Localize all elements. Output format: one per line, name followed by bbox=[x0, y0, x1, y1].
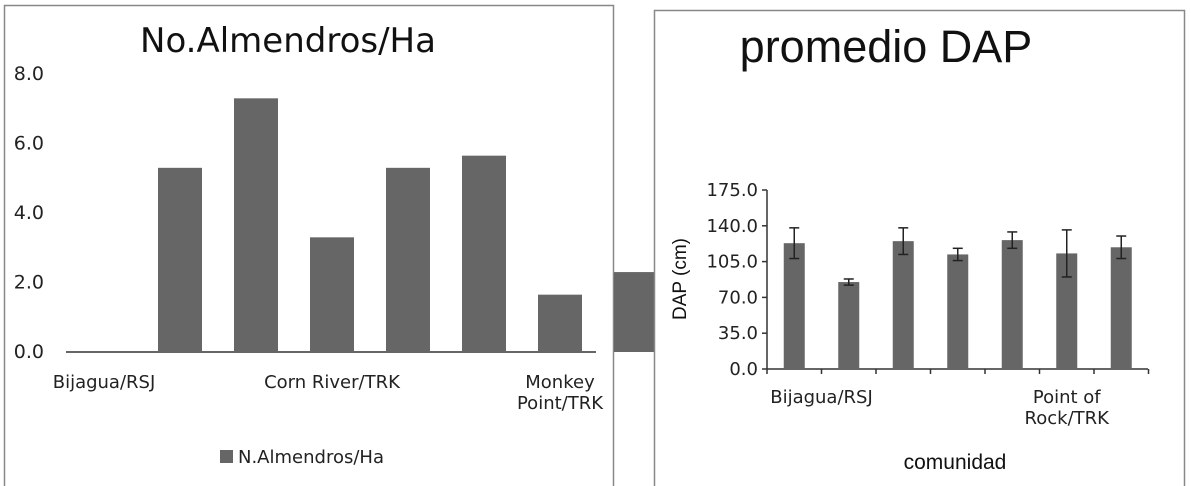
legend-swatch bbox=[220, 450, 233, 463]
legend-label: N.Almendros/Ha bbox=[238, 447, 384, 468]
x-tick-label: Point of Rock/TRK bbox=[1025, 387, 1111, 429]
bar bbox=[947, 254, 969, 369]
x-tick-label-line: Monkey bbox=[525, 372, 595, 393]
x-tick-label-line: Rock/TRK bbox=[1025, 408, 1111, 429]
chart-border bbox=[653, 9, 1186, 486]
bar bbox=[1001, 240, 1023, 369]
y-tick-label: 175.0 bbox=[706, 180, 758, 201]
bar bbox=[614, 272, 658, 352]
bar bbox=[158, 167, 202, 352]
y-tick-label: 140.0 bbox=[706, 216, 758, 237]
bar bbox=[538, 294, 582, 352]
y-tick-label: 6.0 bbox=[14, 133, 44, 155]
legend: N.Almendros/Ha bbox=[220, 447, 384, 468]
y-tick-label: 105.0 bbox=[706, 252, 758, 273]
error-bar bbox=[898, 227, 909, 256]
bar bbox=[386, 167, 430, 352]
bar bbox=[838, 282, 860, 369]
chart-title: No.Almendros/Ha bbox=[140, 21, 436, 61]
y-tick-label: 2.0 bbox=[14, 272, 44, 294]
bar bbox=[234, 98, 278, 352]
error-bar bbox=[952, 247, 963, 262]
y-axis-title: DAP (cm) bbox=[670, 238, 691, 320]
y-tick-label: 0.0 bbox=[729, 359, 758, 380]
x-axis-title: comunidad bbox=[904, 451, 1007, 474]
y-tick-label: 8.0 bbox=[14, 63, 44, 85]
chart-border bbox=[3, 4, 615, 486]
x-tick-label-line: Point of bbox=[1033, 387, 1101, 408]
y-tick-label: 0.0 bbox=[14, 341, 44, 363]
x-tick-label-line: Bijagua/RSJ bbox=[770, 387, 873, 408]
chart-panel-2: promedio DAP 0.0 35.0 70.0 105.0 140.0 175.0 Bi… bbox=[653, 9, 1186, 486]
x-tick-label: Bijagua/RSJ bbox=[53, 372, 156, 393]
error-bar bbox=[1007, 231, 1018, 250]
bar bbox=[1110, 247, 1132, 369]
error-bar bbox=[1061, 229, 1072, 278]
bar bbox=[310, 237, 354, 352]
x-tick-label: Monkey Point/TRK bbox=[517, 372, 604, 414]
x-tick-label-line: Corn River/TRK bbox=[264, 372, 401, 393]
error-bar bbox=[843, 278, 854, 286]
x-tick-label: Corn River/TRK bbox=[264, 372, 401, 393]
error-bar bbox=[1116, 235, 1127, 260]
bar bbox=[462, 155, 506, 352]
chart-title: promedio DAP bbox=[740, 21, 1033, 72]
bar bbox=[892, 241, 914, 369]
x-tick-label-line: Bijagua/RSJ bbox=[53, 372, 156, 393]
bar bbox=[1056, 253, 1078, 369]
y-tick-label: 70.0 bbox=[718, 287, 758, 308]
y-tick-label: 35.0 bbox=[718, 323, 758, 344]
y-tick-label: 4.0 bbox=[14, 202, 44, 224]
chart-panel-1: No.Almendros/Ha 0.0 2.0 4.0 6.0 8.0 Bijagua/RS… bbox=[3, 4, 658, 486]
bar bbox=[783, 243, 805, 369]
x-tick-label-line: Point/TRK bbox=[517, 393, 604, 414]
error-bar bbox=[789, 227, 800, 260]
x-tick-label: Bijagua/RSJ bbox=[770, 387, 873, 408]
